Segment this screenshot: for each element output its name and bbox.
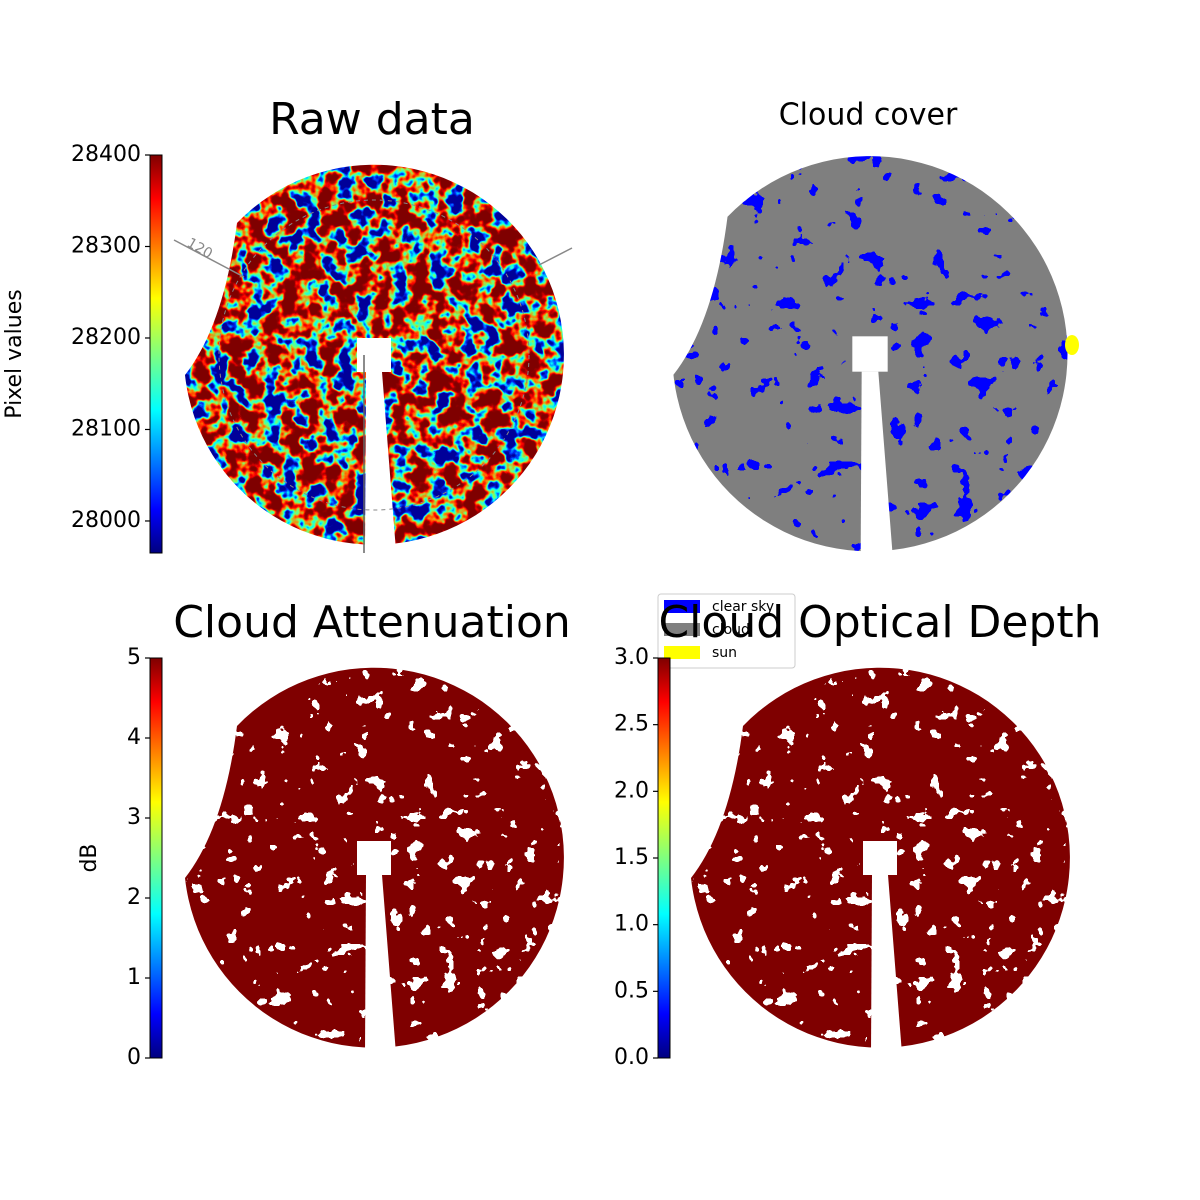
colorbar-tick-label: 5 [127,645,141,670]
colorbar-tick-label: 2.0 [614,778,649,803]
legend-swatch [664,600,700,613]
panel-title: Cloud Optical Depth [658,597,1101,648]
panel-title: Raw data [269,94,475,145]
legend-label: sun [712,645,737,661]
colorbar-tick-label: 2.5 [614,712,649,737]
colorbar-tick-label: 3.0 [614,645,649,670]
cloud-cover-image [662,146,1078,562]
colorbar-tick-label: 1.0 [614,912,649,937]
legend-swatch [664,646,700,659]
colorbar-tick-label: 28200 [71,325,141,350]
attenuation-image [174,658,574,1058]
legend-label: clear sky [712,599,774,615]
colorbar-tick-label: 2 [127,885,141,910]
legend-label: cloud [712,622,750,638]
colorbar-label: dB [77,843,102,872]
panel-title: Cloud Attenuation [173,597,571,648]
colorbar-tick-label: 1 [127,965,141,990]
colorbar-label: Pixel values [2,289,27,418]
colorbar-tick-label: 3 [127,805,141,830]
panel-title: Cloud cover [779,98,958,133]
colorbar-tick-label: 0 [127,1045,141,1070]
colorbar [149,657,163,1059]
raw-image [173,155,574,555]
colorbar-tick-label: 28300 [71,233,141,258]
colorbar-tick-label: 28000 [71,508,141,533]
colorbar-tick-label: 0.0 [614,1045,649,1070]
colorbar-tick-label: 1.5 [614,845,649,870]
sun-mark [1065,335,1079,355]
colorbar-tick-label: 28400 [71,142,141,167]
colorbar-tick-label: 4 [127,725,141,750]
legend-swatch [664,623,700,636]
legend: clear sky cloud sun [657,593,796,669]
colorbar-tick-label: 28100 [71,416,141,441]
colorbar [149,154,163,554]
optical-depth-image [680,658,1080,1058]
colorbar-tick-label: 0.5 [614,978,649,1003]
colorbar [657,657,671,1059]
